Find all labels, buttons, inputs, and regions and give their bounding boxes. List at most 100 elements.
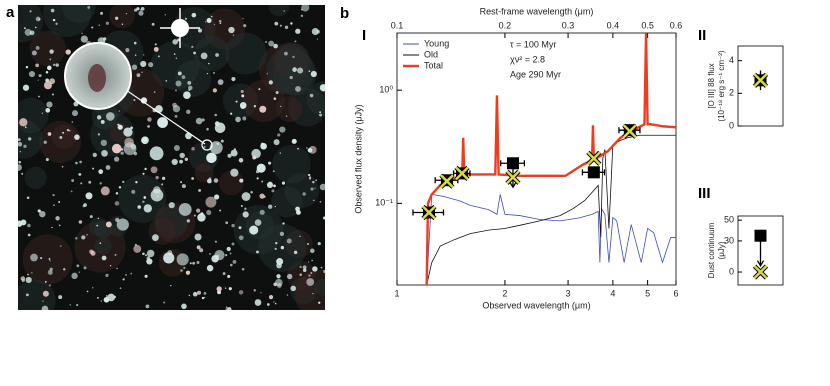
y-axis-label: Dust continuum (707, 222, 716, 278)
star (259, 105, 267, 113)
star (20, 172, 24, 175)
star (58, 201, 61, 203)
model-cross (455, 166, 469, 181)
star (38, 18, 41, 21)
star (241, 267, 245, 271)
star (172, 105, 181, 113)
star (105, 165, 111, 170)
star (105, 221, 112, 228)
star (195, 117, 203, 125)
star (286, 238, 292, 244)
x-tick-label: 4 (610, 288, 615, 298)
star (294, 40, 297, 43)
glow (61, 5, 96, 23)
star (117, 124, 123, 130)
star (206, 127, 209, 131)
star (63, 268, 66, 271)
star (206, 72, 209, 75)
star (80, 182, 83, 185)
star (218, 19, 222, 23)
plot-frame (737, 215, 784, 286)
star (130, 144, 137, 150)
star (231, 223, 235, 228)
legend-label: Young (424, 38, 449, 48)
star (210, 15, 213, 18)
star (130, 126, 133, 130)
glow (29, 30, 66, 67)
glow (194, 163, 214, 183)
star (144, 167, 147, 171)
star (45, 107, 51, 113)
star (47, 65, 52, 71)
star (214, 113, 217, 117)
star (120, 151, 124, 155)
star (239, 102, 247, 109)
y-axis-label: (10⁻¹⁸ erg s⁻¹ cm⁻²) (717, 50, 726, 121)
star (68, 129, 71, 132)
star (61, 165, 64, 168)
star (242, 211, 249, 218)
star (233, 148, 236, 151)
star (168, 202, 175, 209)
star (177, 71, 182, 76)
star (196, 208, 201, 213)
star (241, 94, 245, 98)
star (279, 126, 286, 133)
star (268, 80, 273, 85)
model-point (421, 204, 437, 221)
glow (224, 32, 267, 75)
star (119, 287, 122, 289)
star (58, 295, 63, 300)
star (315, 179, 318, 182)
star (318, 301, 321, 304)
star (316, 29, 320, 34)
star (103, 37, 107, 41)
star (115, 16, 119, 20)
series-line (426, 134, 676, 285)
y-axis-label: [O III] 88 flux (707, 63, 716, 108)
y-tick-label: 50 (724, 215, 734, 225)
star (83, 266, 87, 270)
star (69, 304, 71, 306)
star (273, 97, 277, 100)
star (37, 209, 41, 213)
star (27, 233, 31, 237)
glow (94, 237, 112, 255)
star (59, 135, 63, 139)
star (291, 138, 297, 144)
star (145, 304, 150, 309)
star (306, 147, 308, 149)
star (307, 243, 310, 246)
x-tick-label: 2 (502, 288, 507, 298)
star (43, 140, 47, 144)
star (113, 156, 120, 162)
star (26, 196, 30, 200)
star (24, 28, 32, 36)
y-axis-label: Observed flux density (μJy) (353, 104, 363, 213)
star (152, 234, 159, 242)
star (151, 22, 155, 26)
star (144, 274, 148, 278)
star (200, 52, 208, 60)
star (240, 89, 244, 94)
star (297, 67, 304, 74)
star (113, 295, 117, 299)
star (99, 242, 102, 244)
panel-label: b (340, 5, 349, 22)
star (267, 303, 270, 306)
star (42, 300, 44, 302)
star (253, 289, 256, 292)
star (306, 278, 315, 286)
star (193, 214, 197, 217)
x2-tick-label: 0.1 (391, 20, 404, 30)
star (323, 269, 325, 274)
star (153, 46, 159, 52)
star (274, 21, 279, 26)
star (49, 267, 53, 271)
star (35, 46, 40, 50)
star (316, 38, 319, 40)
glow (284, 173, 320, 208)
star (273, 282, 277, 287)
star (42, 290, 49, 297)
star (243, 24, 247, 28)
